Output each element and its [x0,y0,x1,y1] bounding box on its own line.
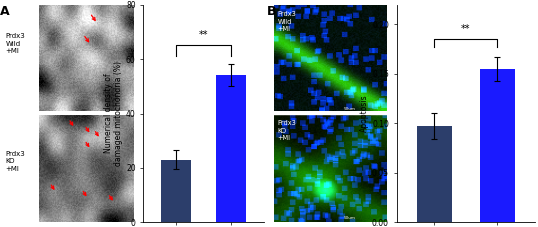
Text: 50um: 50um [344,216,356,220]
Bar [417,126,452,222]
Text: Prdx3
KO
+MI: Prdx3 KO +MI [278,120,296,141]
Y-axis label: Apoptosis: Apoptosis [360,95,369,132]
Text: A: A [0,5,10,17]
Text: **: ** [199,30,208,40]
Text: Prdx3
Wild
+MI: Prdx3 Wild +MI [5,33,25,54]
Text: Prdx3
KO
+MI: Prdx3 KO +MI [5,151,25,172]
Text: **: ** [461,24,471,34]
Y-axis label: Numerical density of
damaged mitochondria (%): Numerical density of damaged mitochondri… [104,61,123,166]
Text: B: B [267,5,277,17]
Text: Prdx3
Wild
+MI: Prdx3 Wild +MI [278,11,296,32]
Bar [216,75,246,222]
Text: 50um: 50um [344,107,356,111]
Bar [161,160,192,222]
Bar [480,69,515,222]
